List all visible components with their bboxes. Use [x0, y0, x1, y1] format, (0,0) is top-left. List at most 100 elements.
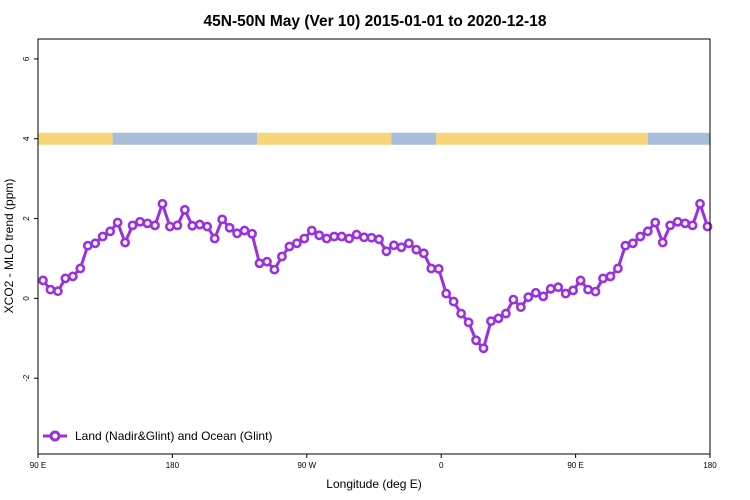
x-axis: 90 E 180 90 W 0 90 E 180 — [30, 454, 717, 470]
data-point — [202, 221, 213, 232]
data-point — [247, 228, 257, 239]
data-point — [411, 244, 422, 255]
data-point — [217, 214, 228, 225]
data-point — [142, 218, 153, 229]
band-segment-land — [38, 132, 113, 145]
x-tick-label: 90 W — [297, 461, 316, 470]
data-point — [665, 220, 676, 231]
band-segment-ocean — [112, 132, 258, 145]
data-point — [456, 308, 467, 319]
data-point — [583, 284, 593, 295]
data-point — [344, 233, 355, 244]
data-point — [590, 286, 601, 297]
data-point — [560, 288, 571, 299]
data-point — [75, 263, 86, 274]
plot-frame — [37, 38, 711, 455]
data-point — [336, 231, 347, 242]
data-point — [67, 271, 78, 282]
data-point — [157, 198, 168, 209]
legend-marker-swatch — [49, 430, 61, 442]
data-point — [321, 233, 332, 244]
x-axis-label: Longitude (deg E) — [326, 477, 421, 491]
data-point — [523, 292, 534, 303]
data-point — [650, 217, 661, 228]
data-point — [105, 226, 116, 237]
data-point — [284, 241, 295, 252]
x-tick-label: 180 — [166, 461, 180, 470]
y-axis-label: XCO2 - MLO trend (ppm) — [2, 179, 16, 314]
data-point — [389, 240, 399, 251]
y-tick-label: 6 — [22, 56, 31, 61]
data-point — [254, 258, 265, 269]
x-tick-label: 90 E — [567, 461, 583, 470]
data-point — [165, 221, 175, 232]
data-point — [306, 225, 317, 236]
data-point — [172, 220, 183, 231]
data-point — [598, 273, 608, 284]
data-point — [45, 284, 56, 295]
chart-title: 45N-50N May (Ver 10) 2015-01-01 to 2020-… — [204, 13, 547, 30]
data-point — [209, 233, 220, 244]
y-tick-label: -2 — [22, 374, 31, 382]
data-point — [329, 231, 340, 242]
band-segment-land — [257, 132, 392, 145]
data-point — [224, 222, 235, 233]
y-axis: -2 0 2 4 6 — [22, 56, 38, 382]
data-point — [613, 263, 623, 274]
data-point — [53, 286, 63, 297]
data-point — [60, 273, 71, 284]
data-point — [575, 275, 586, 286]
data-point — [486, 316, 496, 327]
data-point — [605, 271, 616, 282]
data-point — [478, 343, 489, 354]
data-point — [366, 232, 377, 243]
data-point — [396, 242, 407, 253]
band-segment-land — [436, 132, 648, 145]
data-point — [120, 237, 131, 248]
data-point — [127, 220, 138, 231]
data-point — [150, 220, 160, 231]
data-point — [426, 263, 437, 274]
data-point — [627, 238, 638, 249]
data-point — [299, 233, 310, 244]
data-point — [403, 238, 414, 249]
data-point — [314, 230, 325, 241]
data-point — [135, 216, 145, 227]
land-ocean-band — [38, 132, 710, 145]
data-point — [179, 204, 190, 215]
data-point — [112, 217, 123, 228]
legend-entry-label: Land (Nadir&Glint) and Ocean (Glint) — [75, 429, 272, 443]
data-point — [635, 231, 646, 242]
data-point — [702, 221, 713, 232]
data-point — [680, 218, 691, 229]
data-point — [291, 238, 302, 249]
data-point — [239, 225, 250, 236]
data-point — [620, 240, 631, 251]
x-tick-label: 0 — [439, 461, 444, 470]
data-point — [262, 256, 272, 267]
x-tick-label: 180 — [703, 461, 717, 470]
data-point — [672, 216, 683, 227]
data-point — [642, 226, 653, 237]
band-segment-ocean — [647, 132, 710, 145]
data-point — [687, 220, 698, 231]
data-point — [97, 231, 108, 242]
y-tick-label: 0 — [22, 296, 31, 301]
data-point — [269, 264, 280, 275]
data-point — [463, 317, 474, 328]
data-point — [277, 251, 287, 262]
data-point — [232, 228, 243, 239]
data-point — [493, 313, 504, 324]
legend: Land (Nadir&Glint) and Ocean (Glint) — [43, 429, 272, 443]
data-point — [530, 287, 541, 298]
data-point — [448, 296, 459, 307]
data-point — [187, 220, 198, 231]
data-point — [418, 248, 429, 259]
data-point — [38, 275, 48, 286]
data-point — [82, 240, 93, 251]
data-point — [545, 283, 556, 294]
data-point — [695, 198, 705, 209]
data-point — [471, 335, 481, 346]
y-tick-label: 2 — [22, 216, 31, 221]
